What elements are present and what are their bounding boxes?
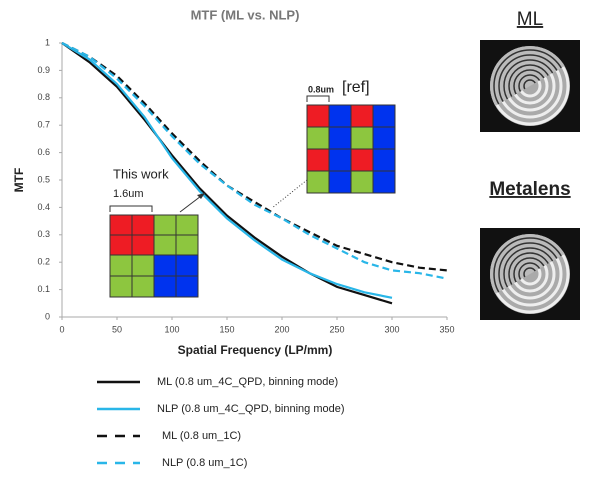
pixel: [329, 171, 351, 193]
y-tick-label: 0.8: [37, 92, 50, 102]
y-tick-label: 0.7: [37, 120, 50, 130]
pixel: [373, 171, 395, 193]
pixel: [373, 127, 395, 149]
pixel: [307, 127, 329, 149]
ml-image: [480, 40, 580, 132]
y-tick-label: 0.3: [37, 229, 50, 239]
metalens-image: [480, 228, 580, 320]
y-tick-label: 0.1: [37, 284, 50, 294]
legend-label: NLP (0.8 um_1C): [162, 457, 247, 469]
annotation: 0.8um: [308, 84, 334, 94]
x-tick-label: 350: [439, 324, 454, 334]
annotation: This work: [113, 166, 169, 181]
page: {"chart_data": {"type": "line", "title":…: [0, 0, 592, 478]
x-tick-label: 250: [329, 324, 344, 334]
y-axis-label: MTF: [12, 168, 26, 193]
side-label: ML: [517, 9, 543, 30]
pixel: [307, 149, 329, 171]
chart-title: MTF (ML vs. NLP): [191, 7, 300, 22]
pixel: [329, 127, 351, 149]
legend-label: NLP (0.8 um_4C_QPD, binning mode): [157, 403, 345, 415]
legend-label: ML (0.8 um_4C_QPD, binning mode): [157, 376, 338, 388]
pixel: [307, 105, 329, 127]
x-tick-label: 50: [112, 324, 122, 334]
y-tick-label: 1: [45, 37, 50, 47]
pixel: [373, 105, 395, 127]
y-tick-label: 0.6: [37, 147, 50, 157]
pointer: [272, 180, 307, 208]
legend-label: ML (0.8 um_1C): [162, 430, 241, 442]
legend: ML (0.8 um_4C_QPD, binning mode) NLP (0.8…: [97, 376, 345, 469]
pixel-grid-ref: [272, 96, 395, 208]
bracket: [307, 96, 329, 102]
x-tick-label: 100: [164, 324, 179, 334]
pixel: [351, 127, 373, 149]
y-tick-label: 0.4: [37, 202, 50, 212]
annotation: [ref]: [342, 79, 370, 96]
pixel: [329, 105, 351, 127]
chart: MTF (ML vs. NLP) Spatial Frequency (LP/m…: [0, 0, 592, 478]
pixel-grid-this-work: [110, 193, 205, 297]
y-tick-label: 0.2: [37, 257, 50, 267]
pixel: [351, 149, 373, 171]
y-tick-label: 0: [45, 311, 50, 321]
pixel: [329, 149, 351, 171]
side-label: Metalens: [489, 179, 570, 200]
x-axis-label: Spatial Frequency (LP/mm): [178, 343, 333, 357]
pixel: [351, 171, 373, 193]
y-tick-label: 0.5: [37, 174, 50, 184]
annotation: 1.6um: [113, 188, 144, 200]
x-tick-label: 150: [219, 324, 234, 334]
x-tick-label: 0: [59, 324, 64, 334]
x-tick-label: 300: [384, 324, 399, 334]
pixel: [373, 149, 395, 171]
pixel: [351, 105, 373, 127]
pixel: [307, 171, 329, 193]
x-tick-label: 200: [274, 324, 289, 334]
y-tick-label: 0.9: [37, 65, 50, 75]
